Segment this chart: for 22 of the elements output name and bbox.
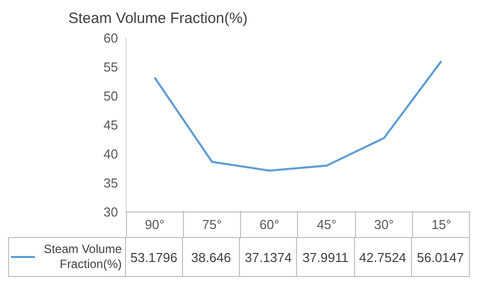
- data-label: 37.1374: [240, 238, 298, 276]
- x-tick-label: 30°: [374, 217, 394, 232]
- data-label: 37.9911: [297, 238, 355, 276]
- x-tick-label: 15°: [431, 217, 452, 232]
- legend-label: Steam Volume Fraction(%): [42, 242, 123, 272]
- y-tick-label: 40: [104, 146, 118, 162]
- y-tick-label: 55: [104, 60, 118, 75]
- data-label: 53.1796: [126, 238, 183, 276]
- chart-title: Steam Volume Fraction(%): [67, 10, 249, 27]
- data-label: 56.0147: [416, 248, 465, 266]
- data-label: 38.646: [182, 238, 240, 276]
- y-tick-label: 60: [104, 30, 118, 46]
- x-tick-label: 60°: [259, 217, 280, 232]
- x-tick-label: 90°: [144, 217, 165, 232]
- line-series: [154, 60, 442, 172]
- x-tick-label: 45°: [316, 217, 337, 232]
- data-label: 42.7524: [354, 238, 412, 276]
- x-tick-label: 75°: [202, 217, 222, 232]
- y-tick-label: 35: [104, 176, 118, 191]
- y-tick-label: 30: [104, 204, 118, 220]
- y-tick-label: 50: [104, 88, 118, 104]
- y-tick-label: 45: [104, 118, 118, 133]
